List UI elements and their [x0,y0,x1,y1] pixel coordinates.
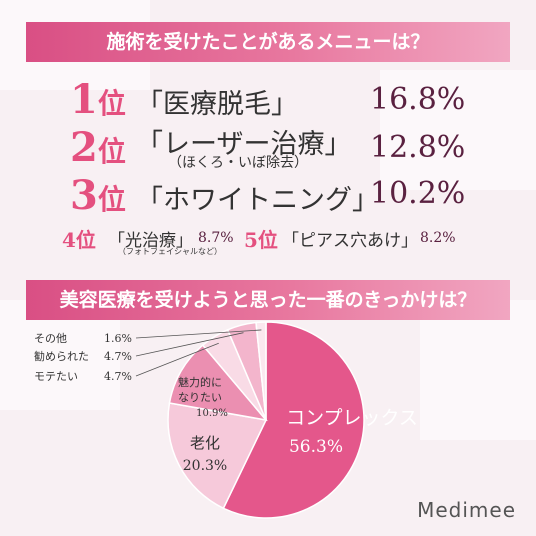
rank-3-label: 3位 [70,172,126,219]
rank-1-unit: 位 [97,87,126,120]
slice-label-0: コンプレックス [286,407,418,429]
slice-label-1: 老化 [190,434,220,452]
rank-1-label: 1位 [70,76,126,123]
rank-4-value: 8.7% [198,230,234,246]
slice-label-4: 勧められた [34,349,89,363]
slice-value-5: 1.6% [104,332,132,345]
pie-slice-1 [167,402,268,510]
rank-4-subtext: （フォトフェイシャルなど） [118,247,222,256]
q2-title-banner: 美容医療を受けようと思った一番のきっかけは？ [26,280,510,320]
slice-value-2: 10.9% [196,408,228,419]
rank-2-label: 2位 [70,124,126,171]
rank-5-value: 8.2% [420,230,456,246]
rank-1-number: 1 [70,76,98,123]
leader-line-5 [135,329,262,339]
background-tile [420,300,536,440]
slice-value-4: 4.7% [104,350,132,363]
rank-2-menu: 「レーザー治療」 [136,129,352,160]
leader-line-3 [135,342,219,377]
rank-5-menu: 「ピアス穴あけ」 [282,231,418,251]
slice-label-3: モテたい [34,370,78,383]
rank-2-number: 2 [70,124,98,171]
rank-2-subtext: （ほくろ・いぼ除去） [168,155,308,171]
rank-3-unit: 位 [97,183,126,216]
pie-slice-2 [168,344,268,422]
slice-value-0: 56.3% [289,437,343,457]
medimee-logo: Medimee [417,498,516,522]
leader-line-4 [135,332,244,357]
slice-value-3: 4.7% [104,370,132,383]
rank-4-menu: 「光治療」 [108,231,193,251]
slice-label-5: その他 [34,332,67,345]
rank-5-label: 5位 [244,228,278,252]
rank-2-value: 12.8% [370,130,466,165]
slice-label-2-line2: なりたい [178,391,222,404]
rank-1-menu: 「医療脱毛」 [136,89,298,120]
rank-3-menu: 「ホワイトニング」 [136,185,379,216]
rank-1-value: 16.8% [370,82,466,117]
pie-slice-5 [255,321,267,421]
slice-value-1: 20.3% [183,458,227,474]
pie-slice-0 [222,321,365,519]
slice-label-2-line1: 魅力的に [178,375,222,389]
background-tile [380,70,536,190]
rank-3-value: 10.2% [370,176,466,211]
rank-4-label: 4位 [62,228,96,252]
rank-3-number: 3 [70,172,98,219]
q1-title-banner: 施術を受けたことがあるメニューは？ [26,22,510,62]
rank-2-unit: 位 [97,135,126,168]
